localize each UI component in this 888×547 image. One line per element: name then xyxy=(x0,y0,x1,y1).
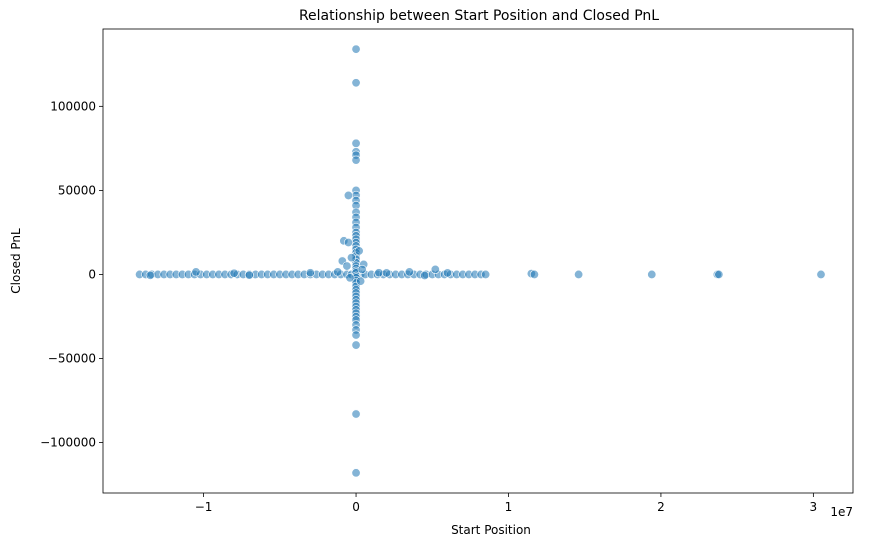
data-point xyxy=(354,246,364,256)
y-tick-label: −100000 xyxy=(40,436,96,450)
x-tick-label: 3 xyxy=(810,500,818,514)
data-point xyxy=(244,270,254,280)
y-tick-label: 0 xyxy=(88,267,96,281)
data-point xyxy=(374,268,384,278)
data-point xyxy=(816,269,826,279)
y-axis-ticks: −100000 −50000 0 50000 100000 xyxy=(40,99,103,450)
data-point xyxy=(305,268,315,278)
data-point xyxy=(404,267,414,277)
x-tick-label: 1 xyxy=(505,500,513,514)
data-point xyxy=(342,261,352,271)
x-tick-label: −1 xyxy=(195,500,213,514)
data-point xyxy=(351,44,361,54)
data-point xyxy=(343,190,353,200)
data-point xyxy=(647,269,657,279)
plot-area-frame xyxy=(102,28,854,494)
data-point xyxy=(356,276,366,286)
data-point xyxy=(346,253,356,263)
data-point xyxy=(443,268,453,278)
data-point xyxy=(357,264,367,274)
x-tick-label: 0 xyxy=(352,500,360,514)
x-axis-offset-label: 1e7 xyxy=(830,505,853,519)
data-points xyxy=(135,44,826,478)
data-point xyxy=(351,155,361,165)
data-point xyxy=(351,409,361,419)
data-point xyxy=(145,270,155,280)
x-axis-ticks: −1 0 1 2 3 xyxy=(195,493,817,514)
x-axis-label: Start Position xyxy=(451,523,531,537)
y-tick-label: 100000 xyxy=(50,99,96,113)
data-point xyxy=(529,269,539,279)
y-axis-label: Closed PnL xyxy=(9,228,23,294)
data-point xyxy=(351,468,361,478)
data-point xyxy=(351,340,361,350)
data-point xyxy=(351,330,361,340)
x-tick-label: 2 xyxy=(657,500,665,514)
chart-title: Relationship between Start Position and … xyxy=(299,8,659,24)
y-tick-label: 50000 xyxy=(58,183,96,197)
data-point xyxy=(343,238,353,248)
data-point xyxy=(333,267,343,277)
data-point xyxy=(229,268,239,278)
data-point xyxy=(420,270,430,280)
y-tick-label: −50000 xyxy=(48,352,96,366)
data-point xyxy=(351,78,361,88)
data-point xyxy=(351,138,361,148)
data-point xyxy=(714,269,724,279)
data-point xyxy=(191,267,201,277)
data-point xyxy=(430,264,440,274)
data-point xyxy=(345,273,355,283)
data-point xyxy=(382,268,392,278)
data-point xyxy=(481,269,491,279)
data-point xyxy=(574,269,584,279)
